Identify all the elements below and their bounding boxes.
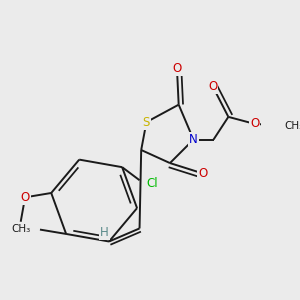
Text: O: O — [172, 61, 182, 75]
Text: O: O — [199, 167, 208, 180]
Text: HO: HO — [11, 223, 29, 236]
Text: Cl: Cl — [147, 177, 158, 190]
Text: O: O — [208, 80, 217, 93]
Text: CH₃: CH₃ — [284, 121, 300, 130]
Text: O: O — [250, 117, 259, 130]
Text: O: O — [20, 191, 30, 204]
Text: S: S — [143, 116, 150, 129]
Text: N: N — [189, 133, 198, 146]
Text: H: H — [100, 226, 109, 239]
Text: CH₃: CH₃ — [11, 224, 30, 234]
